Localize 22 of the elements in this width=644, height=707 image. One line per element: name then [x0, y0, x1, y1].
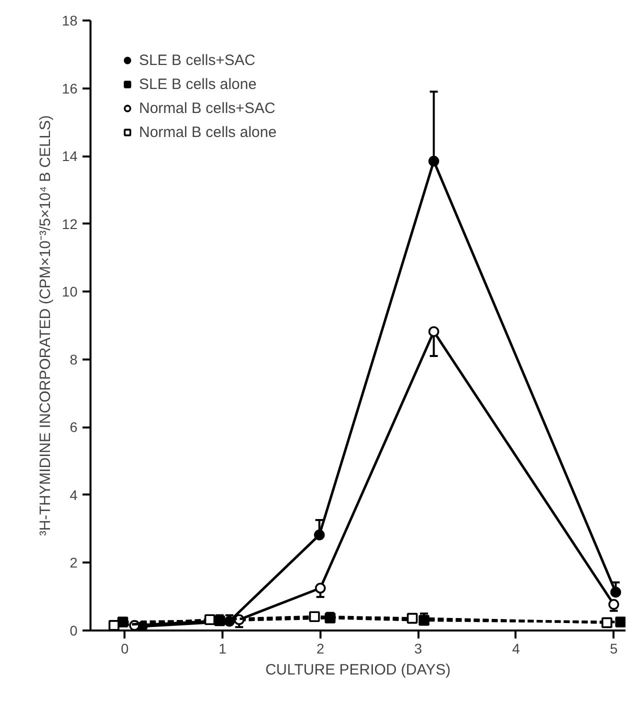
y-tick-label: 4: [70, 486, 78, 503]
y-tick-label: 10: [62, 284, 78, 300]
y-tick-label: 14: [62, 148, 78, 164]
y-axis-title: ³H-THYMIDINE INCORPORATED (CPM×10⁻³/5×10⁴ B CELLS): [36, 115, 54, 536]
x-tick-label: 3: [414, 640, 422, 656]
x-tick-label: 4: [512, 640, 520, 656]
y-tick-label: 0: [70, 622, 78, 638]
x-tick-label: 2: [316, 640, 324, 656]
legend-label: SLE B cells alone: [139, 76, 257, 92]
x-tick-label: 1: [218, 640, 227, 656]
legend-label: Normal B cells alone: [139, 124, 277, 140]
legend-label: SLE B cells+SAC: [139, 52, 256, 68]
y-tick-label: 6: [70, 419, 78, 436]
y-tick-label: 8: [70, 351, 78, 368]
y-tick-label: 2: [70, 554, 78, 571]
x-tick-label: 0: [120, 640, 129, 656]
x-axis-title: CULTURE PERIOD (DAYS): [265, 662, 451, 678]
y-tick-label: 16: [62, 80, 78, 96]
legend-label: Normal B cells+SAC: [139, 100, 276, 116]
x-tick-label: 5: [610, 640, 618, 656]
y-tick-label: 12: [62, 216, 78, 232]
y-tick-label: 18: [62, 12, 78, 28]
